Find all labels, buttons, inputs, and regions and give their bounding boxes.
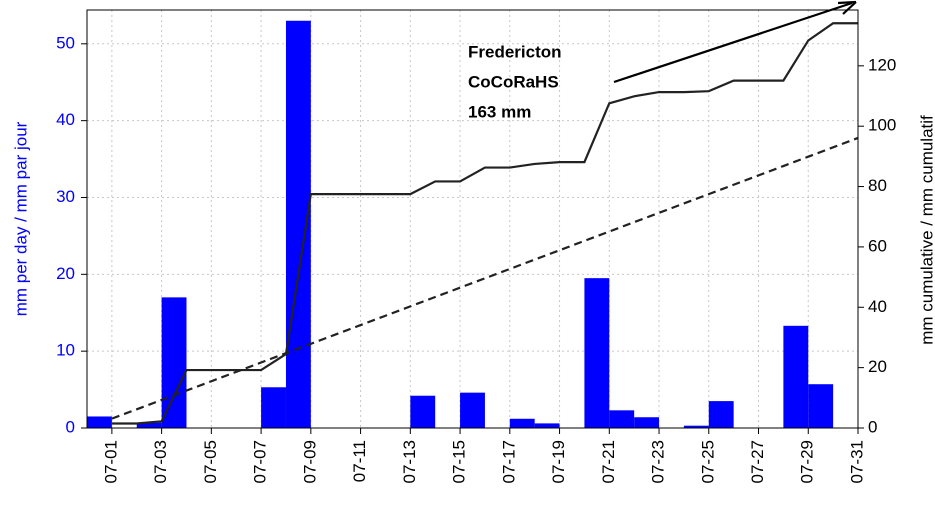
x-tick-label: 07-31 bbox=[847, 440, 866, 483]
line bbox=[111, 22, 858, 425]
bar bbox=[634, 417, 660, 428]
bar bbox=[683, 425, 709, 428]
bar bbox=[783, 325, 809, 428]
bar bbox=[460, 392, 485, 428]
x-tick-label: 07-09 bbox=[300, 440, 319, 483]
y2-tick-label: 120 bbox=[868, 55, 896, 74]
x-tick-label: 07-23 bbox=[649, 440, 668, 483]
bar bbox=[261, 387, 286, 428]
x-tick-label: 07-05 bbox=[201, 440, 220, 483]
bar bbox=[534, 423, 560, 428]
y-tick-label: 0 bbox=[66, 417, 75, 436]
y-tick-label: 50 bbox=[56, 33, 75, 52]
y2-tick-label: 0 bbox=[868, 417, 877, 436]
x-tick-label: 07-13 bbox=[400, 440, 419, 483]
x-tick-label: 07-11 bbox=[350, 440, 369, 482]
y2-tick-label: 100 bbox=[868, 116, 896, 135]
y-tick-label: 30 bbox=[56, 187, 75, 206]
x-tick-label: 07-03 bbox=[151, 440, 170, 483]
bar bbox=[509, 418, 535, 428]
y-tick-label: 40 bbox=[56, 110, 75, 129]
annotation-arrowhead bbox=[837, 0, 857, 15]
x-tick-label: 07-25 bbox=[698, 440, 717, 483]
y2-tick-label: 20 bbox=[868, 357, 887, 376]
x-tick-label: 07-17 bbox=[499, 440, 518, 483]
y2-axis-title: mm cumulative / mm cumulatif bbox=[917, 115, 935, 345]
bar bbox=[708, 401, 734, 428]
bar bbox=[410, 395, 436, 428]
bar bbox=[808, 384, 834, 428]
annotation-arrow bbox=[613, 1, 853, 84]
plot-frame bbox=[86, 9, 859, 429]
bar bbox=[609, 410, 635, 428]
x-tick-label: 07-15 bbox=[450, 440, 469, 483]
annotation: CoCoRaHS bbox=[468, 72, 559, 91]
bar bbox=[136, 422, 162, 428]
x-tick-label: 07-21 bbox=[599, 440, 618, 483]
y-tick-label: 20 bbox=[56, 264, 75, 283]
bar bbox=[87, 416, 112, 428]
annotation: 163 mm bbox=[468, 102, 531, 121]
line bbox=[111, 136, 859, 420]
y2-tick-label: 60 bbox=[868, 236, 887, 255]
annotation: Fredericton bbox=[468, 42, 562, 61]
y2-tick-label: 40 bbox=[868, 297, 887, 316]
x-tick-label: 07-01 bbox=[101, 440, 120, 483]
bar bbox=[584, 278, 610, 428]
y2-tick-label: 80 bbox=[868, 176, 887, 195]
y-tick-label: 10 bbox=[56, 341, 75, 360]
x-tick-label: 07-19 bbox=[549, 440, 568, 483]
bar bbox=[161, 297, 187, 428]
y-axis-title: mm per day / mm par jour bbox=[11, 121, 30, 316]
x-tick-label: 07-07 bbox=[251, 440, 270, 483]
x-tick-label: 07-29 bbox=[798, 440, 817, 483]
x-tick-label: 07-27 bbox=[748, 440, 767, 483]
